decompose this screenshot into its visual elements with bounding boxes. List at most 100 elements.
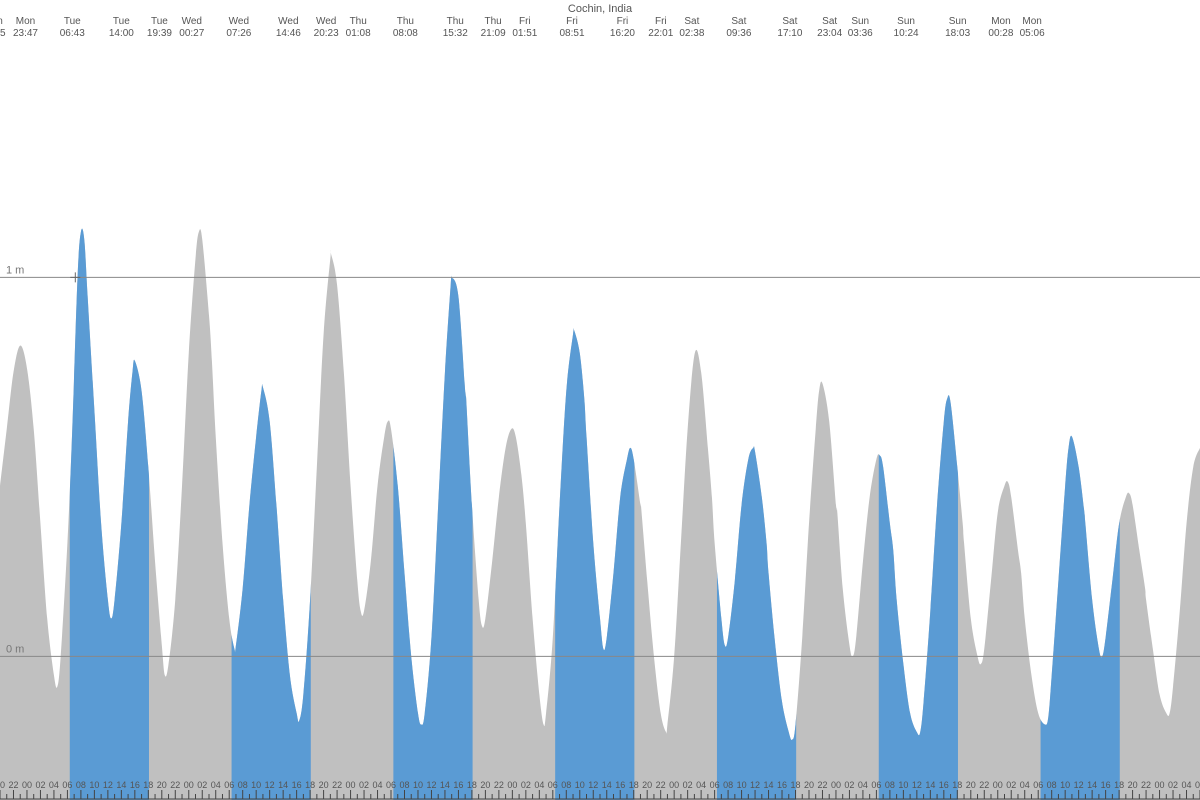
- hour-label: 02: [1006, 780, 1016, 790]
- extreme-time-label: 14:46: [276, 28, 301, 39]
- hour-label: 14: [116, 780, 126, 790]
- hour-label: 22: [656, 780, 666, 790]
- hour-label: 02: [683, 780, 693, 790]
- hour-label: 10: [251, 780, 261, 790]
- hour-label: 18: [790, 780, 800, 790]
- extreme-day-label: Tue: [113, 16, 130, 27]
- hour-label: 18: [629, 780, 639, 790]
- hour-label: 08: [238, 780, 248, 790]
- extreme-day-label: Fri: [566, 16, 578, 27]
- hour-label: 04: [1182, 780, 1192, 790]
- extreme-day-label: n: [0, 16, 3, 27]
- extreme-day-label: Thu: [447, 16, 464, 27]
- extreme-day-label: Sun: [949, 16, 967, 27]
- hour-label: 00: [1155, 780, 1165, 790]
- hour-label: 06: [710, 780, 720, 790]
- extreme-day-label: Thu: [485, 16, 502, 27]
- hour-label: 06: [1033, 780, 1043, 790]
- hour-label: 12: [265, 780, 275, 790]
- hour-label: 08: [723, 780, 733, 790]
- hour-label: 04: [534, 780, 544, 790]
- hour-label: 08: [399, 780, 409, 790]
- hour-label: 06: [548, 780, 558, 790]
- hour-label: 04: [696, 780, 706, 790]
- extreme-day-label: Wed: [278, 16, 298, 27]
- hour-label: 00: [22, 780, 32, 790]
- hour-label: 12: [1074, 780, 1084, 790]
- hour-label: 16: [130, 780, 140, 790]
- extreme-day-label: Wed: [229, 16, 249, 27]
- hour-label: 04: [211, 780, 221, 790]
- extreme-day-label: Mon: [16, 16, 35, 27]
- extreme-time-label: 08:08: [393, 28, 418, 39]
- y-axis-label: 0 m: [6, 643, 24, 655]
- hour-label: 22: [170, 780, 180, 790]
- extreme-time-label: 22:01: [648, 28, 673, 39]
- hour-label: 22: [1141, 780, 1151, 790]
- hour-label: 04: [373, 780, 383, 790]
- extreme-time-label: 55: [0, 28, 6, 39]
- hour-label: 14: [764, 780, 774, 790]
- hour-label: 02: [521, 780, 531, 790]
- hour-label: 22: [332, 780, 342, 790]
- extreme-time-label: 07:26: [226, 28, 251, 39]
- tide-chart: 1 m0 mCochin, Indian55Mon23:47Tue06:43Tu…: [0, 0, 1200, 800]
- hour-label: 12: [750, 780, 760, 790]
- hour-label: 06: [224, 780, 234, 790]
- hour-label: 22: [979, 780, 989, 790]
- extreme-day-label: Mon: [1022, 16, 1041, 27]
- hour-label: 18: [143, 780, 153, 790]
- extreme-day-label: Tue: [64, 16, 81, 27]
- hour-label: 14: [1087, 780, 1097, 790]
- hour-label: 08: [885, 780, 895, 790]
- hour-label: 10: [898, 780, 908, 790]
- hour-label: 12: [588, 780, 598, 790]
- hour-label: 22: [817, 780, 827, 790]
- extreme-time-label: 00:28: [988, 28, 1013, 39]
- hour-label: 02: [359, 780, 369, 790]
- extreme-time-label: 18:03: [945, 28, 970, 39]
- extreme-time-label: 20:23: [314, 28, 339, 39]
- extreme-time-label: 21:09: [481, 28, 506, 39]
- hour-label: 04: [49, 780, 59, 790]
- hour-label: 06: [386, 780, 396, 790]
- hour-label: 16: [939, 780, 949, 790]
- hour-label: 06: [871, 780, 881, 790]
- extreme-time-label: 23:47: [13, 28, 38, 39]
- extreme-day-label: Mon: [991, 16, 1010, 27]
- hour-label: 18: [1114, 780, 1124, 790]
- hour-label: 20: [1128, 780, 1138, 790]
- hour-label: 22: [8, 780, 18, 790]
- hour-label: 08: [1047, 780, 1057, 790]
- hour-label: 08: [76, 780, 86, 790]
- hour-label: 10: [575, 780, 585, 790]
- hour-label: 10: [1060, 780, 1070, 790]
- extreme-day-label: Tue: [151, 16, 168, 27]
- extreme-time-label: 16:20: [610, 28, 635, 39]
- hour-label: 10: [89, 780, 99, 790]
- extreme-time-label: 01:51: [512, 28, 537, 39]
- extreme-time-label: 19:39: [147, 28, 172, 39]
- extreme-time-label: 06:43: [60, 28, 85, 39]
- chart-title: Cochin, India: [568, 3, 633, 15]
- hour-label: 20: [966, 780, 976, 790]
- hour-label: 18: [305, 780, 315, 790]
- hour-label: 02: [197, 780, 207, 790]
- hour-label: 12: [426, 780, 436, 790]
- hour-label: 08: [561, 780, 571, 790]
- hour-label: 00: [346, 780, 356, 790]
- hour-label: 12: [912, 780, 922, 790]
- hour-label: 20: [0, 780, 5, 790]
- hour-label: 06: [1195, 780, 1200, 790]
- extreme-time-label: 17:10: [777, 28, 802, 39]
- hour-label: 02: [35, 780, 45, 790]
- hour-label: 14: [440, 780, 450, 790]
- hour-label: 04: [1020, 780, 1030, 790]
- hour-label: 22: [494, 780, 504, 790]
- extreme-time-label: 14:00: [109, 28, 134, 39]
- extreme-time-label: 03:36: [848, 28, 873, 39]
- hour-label: 16: [1101, 780, 1111, 790]
- hour-label: 18: [952, 780, 962, 790]
- hour-label: 10: [413, 780, 423, 790]
- hour-label: 00: [507, 780, 517, 790]
